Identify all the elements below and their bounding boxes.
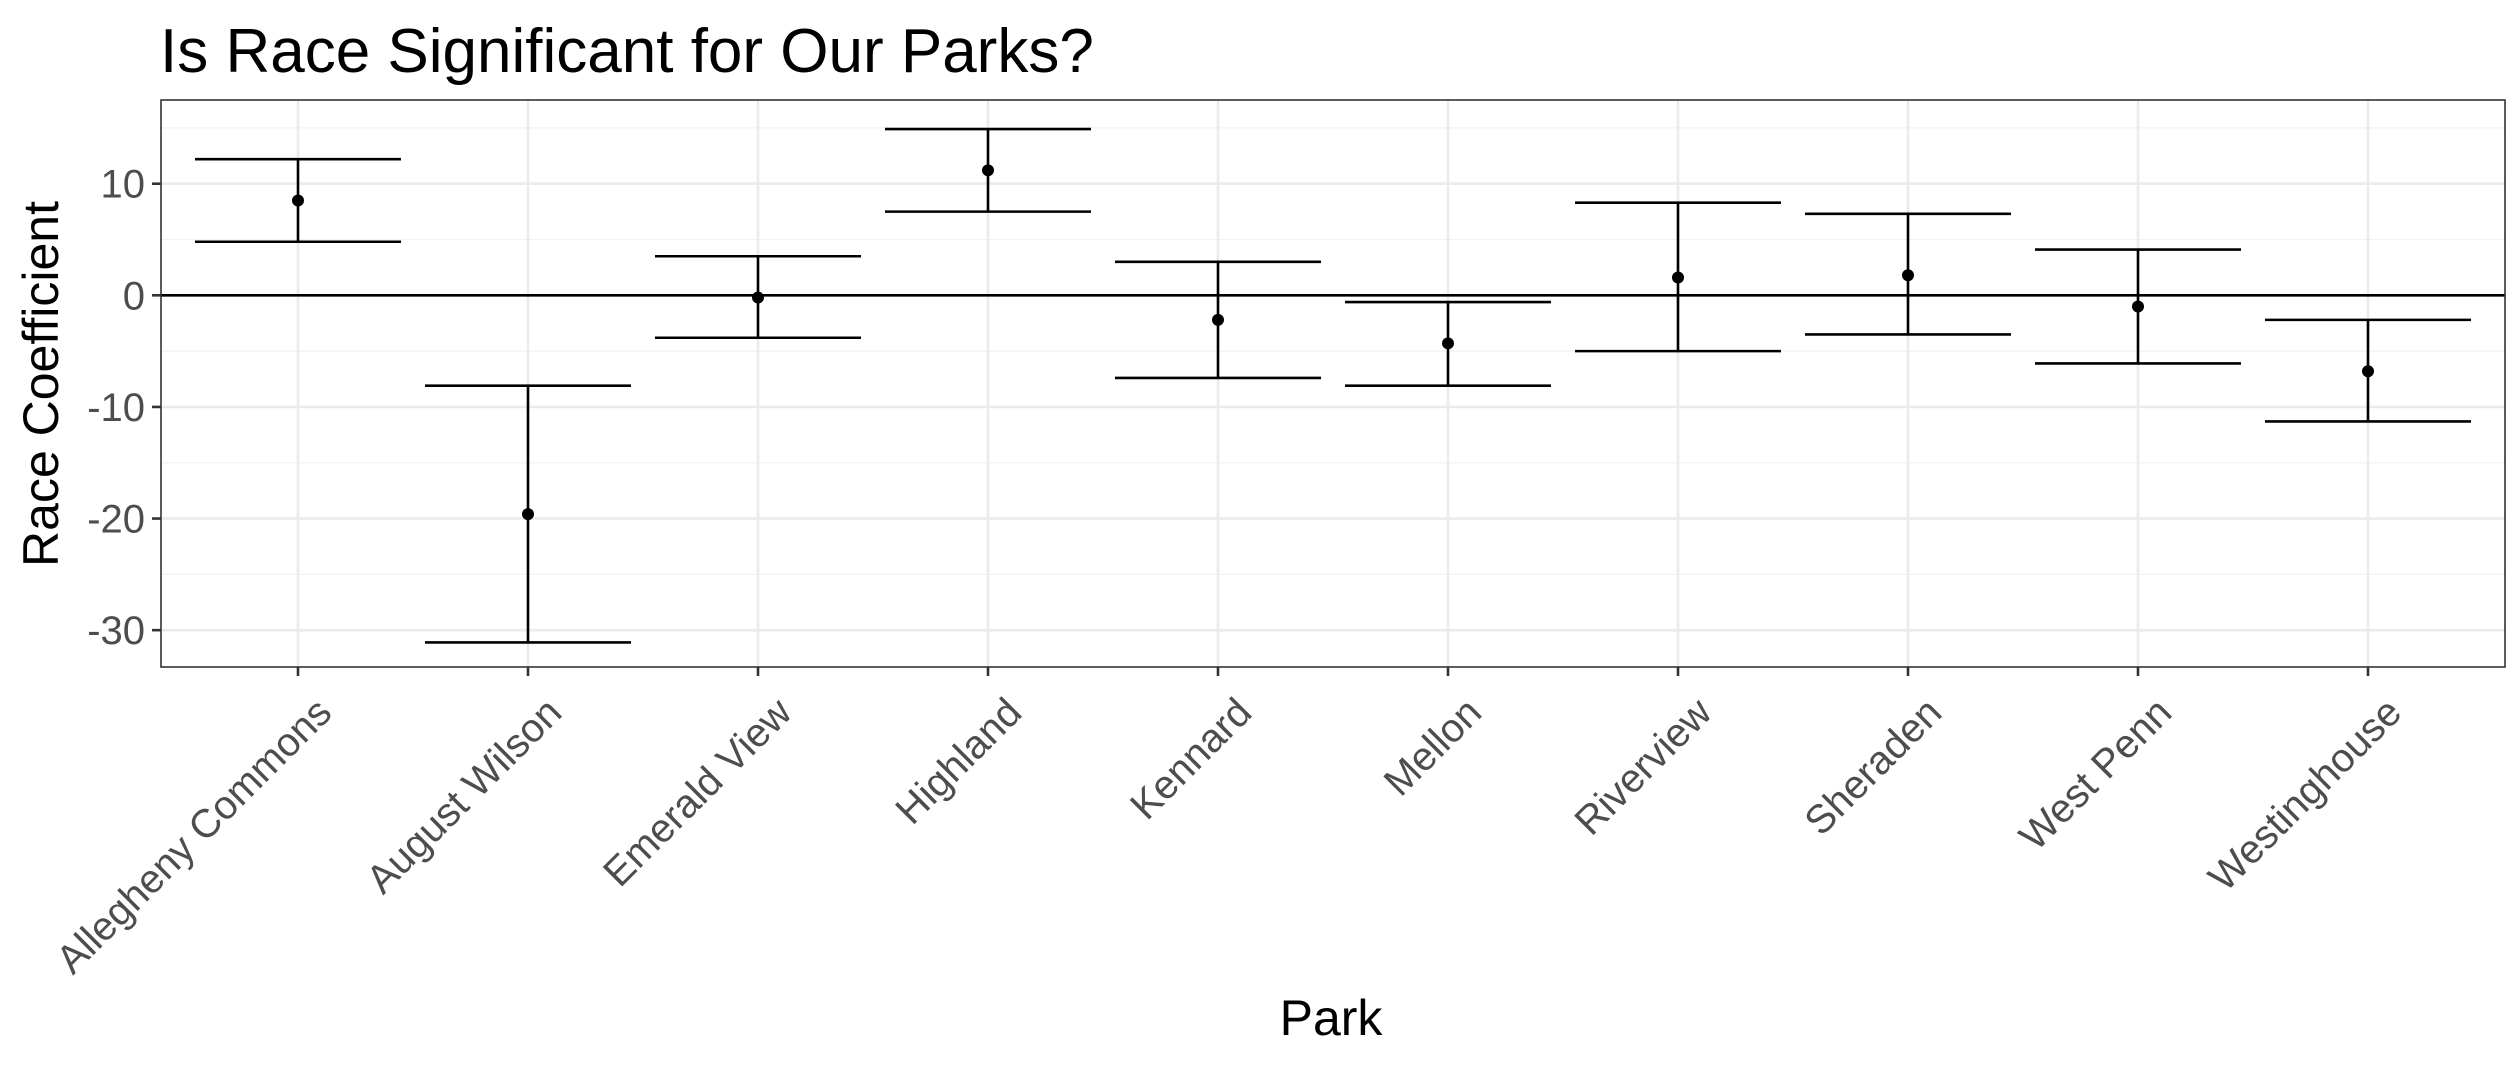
estimate-point	[982, 164, 994, 177]
plot-panel	[160, 99, 2506, 668]
x-tick-label: Riverview	[1566, 690, 1720, 844]
estimate-point	[1212, 313, 1224, 326]
x-tick-label: Emerald View	[595, 690, 800, 895]
x-tick-label: August Wilson	[358, 690, 570, 902]
estimate-points	[292, 164, 2374, 521]
y-tick-label: -10	[87, 386, 145, 430]
estimate-point	[1442, 337, 1454, 350]
y-tick-label: 10	[101, 163, 146, 207]
estimate-point	[292, 194, 304, 207]
y-axis-title: Race Coefficient	[13, 201, 69, 567]
x-tick-label: Mellon	[1376, 690, 1490, 804]
y-tick-label: 0	[123, 274, 145, 318]
y-tick-label: -30	[87, 609, 145, 653]
estimate-point	[2362, 365, 2374, 378]
estimate-point	[522, 508, 534, 521]
x-tick-label: Westinghouse	[2200, 690, 2410, 900]
x-tick-label: Sheraden	[1796, 690, 1950, 844]
x-tick-label: West Penn	[2011, 690, 2180, 859]
y-axis: 10 0 -10 -20 -30	[87, 163, 161, 653]
estimate-point	[2132, 300, 2144, 313]
x-tick-label: Allegheny Commons	[48, 690, 340, 982]
grid-lines	[161, 100, 2505, 667]
estimate-point	[1902, 269, 1914, 282]
chart-title: Is Race Significant for Our Parks?	[160, 17, 1094, 86]
error-bars	[195, 127, 2471, 644]
estimate-point	[752, 291, 764, 304]
x-axis-title: Park	[1280, 990, 1384, 1046]
x-tick-label: Highland	[887, 690, 1030, 833]
x-tick-label: Kennard	[1122, 690, 1260, 828]
estimate-point	[1672, 271, 1684, 284]
x-axis: Allegheny Commons August Wilson Emerald Vi…	[48, 667, 2410, 982]
y-tick-label: -20	[87, 498, 145, 542]
